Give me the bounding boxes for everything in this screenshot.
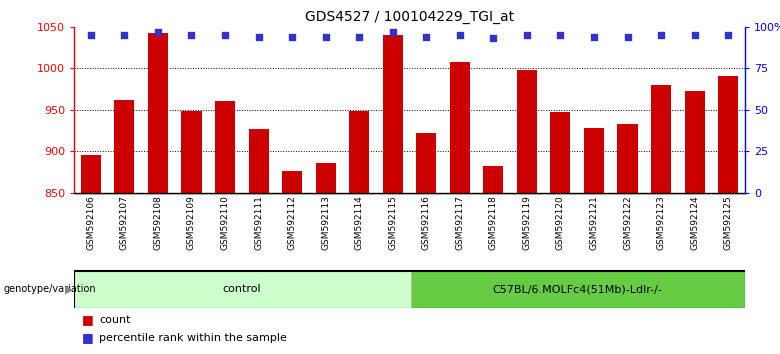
- Point: [253, 34, 265, 39]
- Point: [621, 34, 633, 39]
- Text: ■: ■: [82, 331, 94, 344]
- Text: GSM592111: GSM592111: [254, 195, 263, 250]
- Point: [353, 34, 365, 39]
- Text: C57BL/6.MOLFc4(51Mb)-Ldlr-/-: C57BL/6.MOLFc4(51Mb)-Ldlr-/-: [492, 284, 662, 295]
- Text: ■: ■: [82, 313, 94, 326]
- Text: count: count: [99, 315, 130, 325]
- Point: [487, 35, 500, 41]
- Bar: [517, 70, 537, 193]
- Bar: [115, 100, 134, 193]
- Text: GSM592114: GSM592114: [355, 195, 363, 250]
- Point: [119, 32, 131, 38]
- Text: control: control: [222, 284, 261, 295]
- Text: GSM592112: GSM592112: [288, 195, 296, 250]
- Point: [387, 29, 399, 34]
- Bar: [316, 163, 335, 193]
- Point: [454, 32, 466, 38]
- Text: GSM592108: GSM592108: [154, 195, 162, 250]
- Text: percentile rank within the sample: percentile rank within the sample: [99, 332, 287, 343]
- Bar: [685, 91, 704, 193]
- Title: GDS4527 / 100104229_TGI_at: GDS4527 / 100104229_TGI_at: [305, 10, 514, 24]
- Text: GSM592119: GSM592119: [523, 195, 531, 250]
- Bar: [417, 133, 436, 193]
- Text: GSM592120: GSM592120: [556, 195, 565, 250]
- Text: GSM592115: GSM592115: [388, 195, 397, 250]
- Bar: [74, 271, 410, 308]
- Bar: [282, 171, 302, 193]
- Text: GSM592110: GSM592110: [221, 195, 229, 250]
- Bar: [148, 33, 168, 193]
- Point: [285, 34, 298, 39]
- Bar: [249, 129, 268, 193]
- Point: [186, 32, 198, 38]
- Text: GSM592122: GSM592122: [623, 195, 632, 250]
- Point: [420, 34, 432, 39]
- Text: GSM592121: GSM592121: [590, 195, 598, 250]
- Text: ▶: ▶: [65, 284, 73, 295]
- Point: [151, 29, 164, 34]
- Bar: [651, 85, 671, 193]
- Point: [218, 32, 231, 38]
- Text: GSM592118: GSM592118: [489, 195, 498, 250]
- Bar: [484, 166, 503, 193]
- Text: GSM592116: GSM592116: [422, 195, 431, 250]
- Bar: [551, 112, 570, 193]
- Text: GSM592125: GSM592125: [724, 195, 732, 250]
- Bar: [410, 271, 745, 308]
- Bar: [383, 35, 402, 193]
- Bar: [718, 76, 738, 193]
- Text: GSM592113: GSM592113: [321, 195, 330, 250]
- Text: GSM592106: GSM592106: [87, 195, 95, 250]
- Text: GSM592117: GSM592117: [456, 195, 464, 250]
- Text: GSM592107: GSM592107: [120, 195, 129, 250]
- Point: [689, 32, 701, 38]
- Bar: [81, 155, 101, 193]
- Point: [320, 34, 332, 39]
- Text: genotype/variation: genotype/variation: [4, 284, 97, 295]
- Point: [521, 32, 534, 38]
- Bar: [584, 128, 604, 193]
- Point: [654, 32, 667, 38]
- Point: [84, 32, 97, 38]
- Bar: [618, 124, 637, 193]
- Bar: [182, 112, 201, 193]
- Point: [554, 32, 566, 38]
- Text: GSM592109: GSM592109: [187, 195, 196, 250]
- Bar: [349, 112, 369, 193]
- Point: [722, 32, 735, 38]
- Bar: [215, 101, 235, 193]
- Text: GSM592124: GSM592124: [690, 195, 699, 250]
- Point: [587, 34, 600, 39]
- Bar: [450, 62, 470, 193]
- Text: GSM592123: GSM592123: [657, 195, 665, 250]
